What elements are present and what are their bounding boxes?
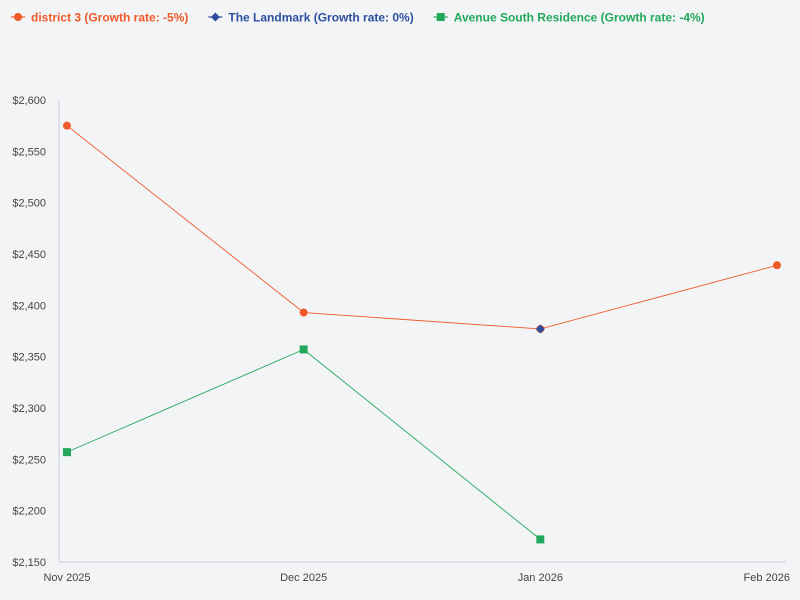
legend-item-2[interactable]: Avenue South Residence (Growth rate: -4%… bbox=[433, 11, 705, 25]
data-point[interactable] bbox=[63, 121, 71, 130]
y-tick-label: $2,200 bbox=[12, 506, 46, 518]
legend-label: district 3 (Growth rate: -5%) bbox=[31, 11, 188, 25]
x-tick-label: Feb 2026 bbox=[744, 572, 790, 584]
legend-label: Avenue South Residence (Growth rate: -4%… bbox=[454, 11, 705, 25]
x-axis-ticks: Nov 2025 Dec 2025 Jan 2026 Feb 2026 bbox=[43, 572, 790, 584]
axes bbox=[58, 100, 786, 563]
data-point[interactable] bbox=[299, 345, 308, 354]
series-line bbox=[66, 125, 778, 330]
x-tick-label: Nov 2025 bbox=[43, 572, 90, 584]
x-tick-label: Dec 2025 bbox=[280, 572, 327, 584]
y-tick-label: $2,600 bbox=[12, 95, 46, 107]
series-0 bbox=[63, 121, 781, 333]
legend-label: The Landmark (Growth rate: 0%) bbox=[228, 11, 413, 25]
legend-item-1[interactable]: The Landmark (Growth rate: 0%) bbox=[208, 11, 414, 25]
data-point[interactable] bbox=[63, 448, 71, 457]
legend-marker[interactable] bbox=[436, 13, 445, 21]
y-tick-label: $2,350 bbox=[12, 352, 46, 364]
legend-marker[interactable] bbox=[210, 12, 220, 22]
series-line bbox=[66, 348, 541, 540]
data-point[interactable] bbox=[536, 535, 545, 544]
y-tick-label: $2,400 bbox=[12, 300, 46, 312]
y-tick-label: $2,450 bbox=[12, 249, 46, 261]
data-point[interactable] bbox=[535, 324, 545, 334]
y-tick-label: $2,150 bbox=[12, 557, 46, 569]
x-tick-label: Jan 2026 bbox=[518, 572, 563, 584]
y-tick-label: $2,500 bbox=[12, 198, 46, 210]
y-tick-label: $2,300 bbox=[12, 403, 46, 415]
y-axis-ticks: $2,150 $2,200 $2,250 $2,300 $2,350 $2,400 $2,4… bbox=[12, 95, 46, 569]
legend: district 3 (Growth rate: -5%) The Landmar… bbox=[11, 11, 705, 25]
plot-area bbox=[63, 121, 781, 544]
y-tick-label: $2,550 bbox=[12, 146, 46, 158]
series-1 bbox=[535, 324, 545, 334]
data-point[interactable] bbox=[773, 261, 781, 270]
legend-marker[interactable] bbox=[14, 13, 22, 21]
data-point[interactable] bbox=[299, 308, 308, 317]
series-2 bbox=[63, 345, 545, 544]
y-tick-label: $2,250 bbox=[12, 454, 46, 466]
legend-item-0[interactable]: district 3 (Growth rate: -5%) bbox=[11, 11, 188, 25]
